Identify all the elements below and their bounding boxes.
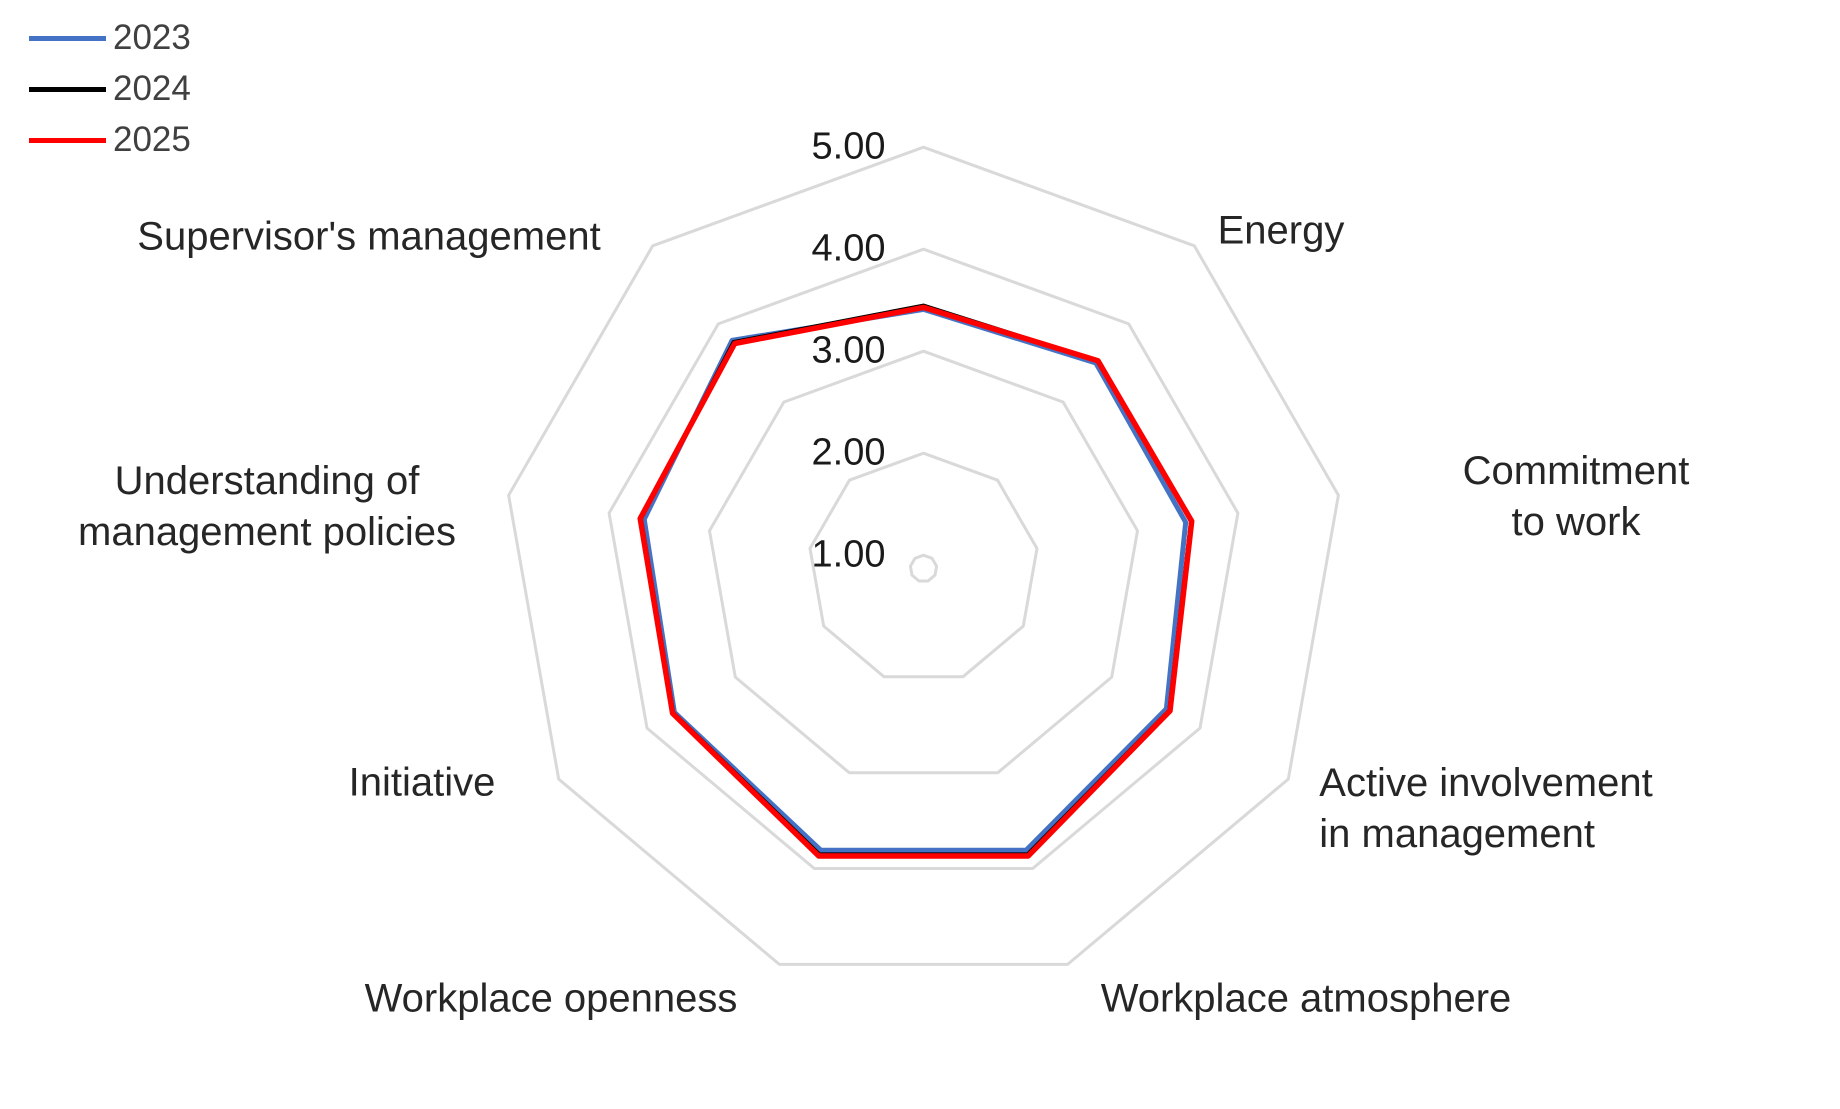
- r-axis-tick-4.00: 4.00: [811, 227, 886, 270]
- legend-label-2023: 2023: [113, 18, 191, 57]
- r-axis-tick-5.00: 5.00: [811, 125, 886, 168]
- axis-label-workplace-openness: Workplace openness: [364, 976, 738, 1021]
- legend-item-2023: 2023: [29, 17, 191, 59]
- r-axis-tick-3.00: 3.00: [811, 329, 886, 372]
- axis-label-understanding-of: Understanding of management policies: [78, 459, 456, 554]
- legend-item-2025: 2025: [29, 119, 191, 161]
- grid-ring-2: [808, 451, 1039, 679]
- legend-item-2024: 2024: [29, 68, 191, 110]
- axis-label-active-involvement: Active involvement in management: [1319, 761, 1653, 856]
- axis-label-workplace-atmosphere: Workplace atmosphere: [1100, 976, 1512, 1021]
- grid-ring-1: [908, 553, 939, 583]
- legend-swatch-2025-line: [29, 137, 106, 143]
- series-line-2025: [637, 304, 1195, 859]
- axis-label-supervisor-s-management: Supervisor's management: [137, 214, 601, 259]
- axis-label-energy: Energy: [1217, 208, 1345, 253]
- legend-swatch-2024-line: [29, 86, 106, 92]
- axis-label-commitment-to-work: Commitment to work: [1462, 449, 1690, 544]
- axis-label-initiative: Initiative: [348, 760, 496, 805]
- legend: 2023 2024 2025: [29, 17, 191, 161]
- grid-ring-3: [708, 349, 1139, 775]
- legend-label-2025: 2025: [113, 120, 191, 159]
- legend-swatch-2023-line: [29, 35, 106, 41]
- legend-label-2024: 2024: [113, 69, 191, 108]
- grid-ring-4: [607, 247, 1240, 870]
- series-line-2023: [641, 306, 1189, 853]
- grid-ring-5: [507, 145, 1340, 966]
- r-axis-tick-1.00: 1.00: [811, 533, 886, 576]
- r-axis-tick-2.00: 2.00: [811, 431, 886, 474]
